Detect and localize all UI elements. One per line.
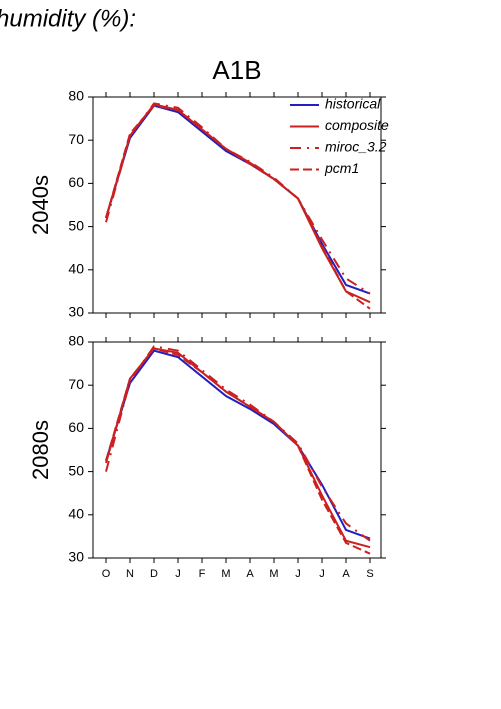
y-tick-label: 70 — [68, 131, 84, 147]
y-tick-label: 60 — [68, 174, 84, 190]
y-tick-label: 40 — [68, 261, 84, 277]
plot-frame — [92, 96, 382, 314]
x-tick-label: M — [269, 568, 278, 580]
page-title: humidity (%): — [0, 5, 136, 32]
y-tick-label: 50 — [68, 217, 84, 233]
series-line — [105, 103, 371, 304]
series-line — [105, 104, 371, 310]
x-tick-label: J — [319, 568, 325, 580]
series-line — [105, 347, 371, 555]
y-tick-label: 70 — [68, 376, 84, 392]
x-tick-label: A — [342, 568, 350, 580]
plot-frame — [92, 341, 382, 559]
legend-label: composite — [325, 117, 389, 133]
y-tick-label: 80 — [68, 88, 84, 104]
x-tick-label: N — [126, 568, 134, 580]
legend-label: pcm1 — [324, 160, 359, 176]
y-tick-label: 50 — [68, 462, 84, 478]
y-axis-label: 2080s — [28, 420, 53, 480]
chart-title: A1B — [212, 55, 261, 85]
x-tick-label: F — [199, 568, 206, 580]
y-tick-label: 30 — [68, 549, 84, 565]
y-axis-label: 2040s — [28, 175, 53, 235]
series-line — [105, 347, 371, 549]
legend-label: miroc_3.2 — [325, 139, 387, 155]
x-tick-label: J — [175, 568, 181, 580]
y-tick-label: 80 — [68, 333, 84, 349]
x-tick-label: S — [366, 568, 373, 580]
x-tick-label: D — [150, 568, 158, 580]
x-tick-label: M — [221, 568, 230, 580]
y-tick-label: 60 — [68, 419, 84, 435]
legend-label: historical — [325, 96, 381, 112]
y-tick-label: 30 — [68, 304, 84, 320]
x-tick-label: A — [246, 568, 254, 580]
x-tick-label: O — [102, 568, 111, 580]
x-tick-label: J — [295, 568, 301, 580]
y-tick-label: 40 — [68, 506, 84, 522]
